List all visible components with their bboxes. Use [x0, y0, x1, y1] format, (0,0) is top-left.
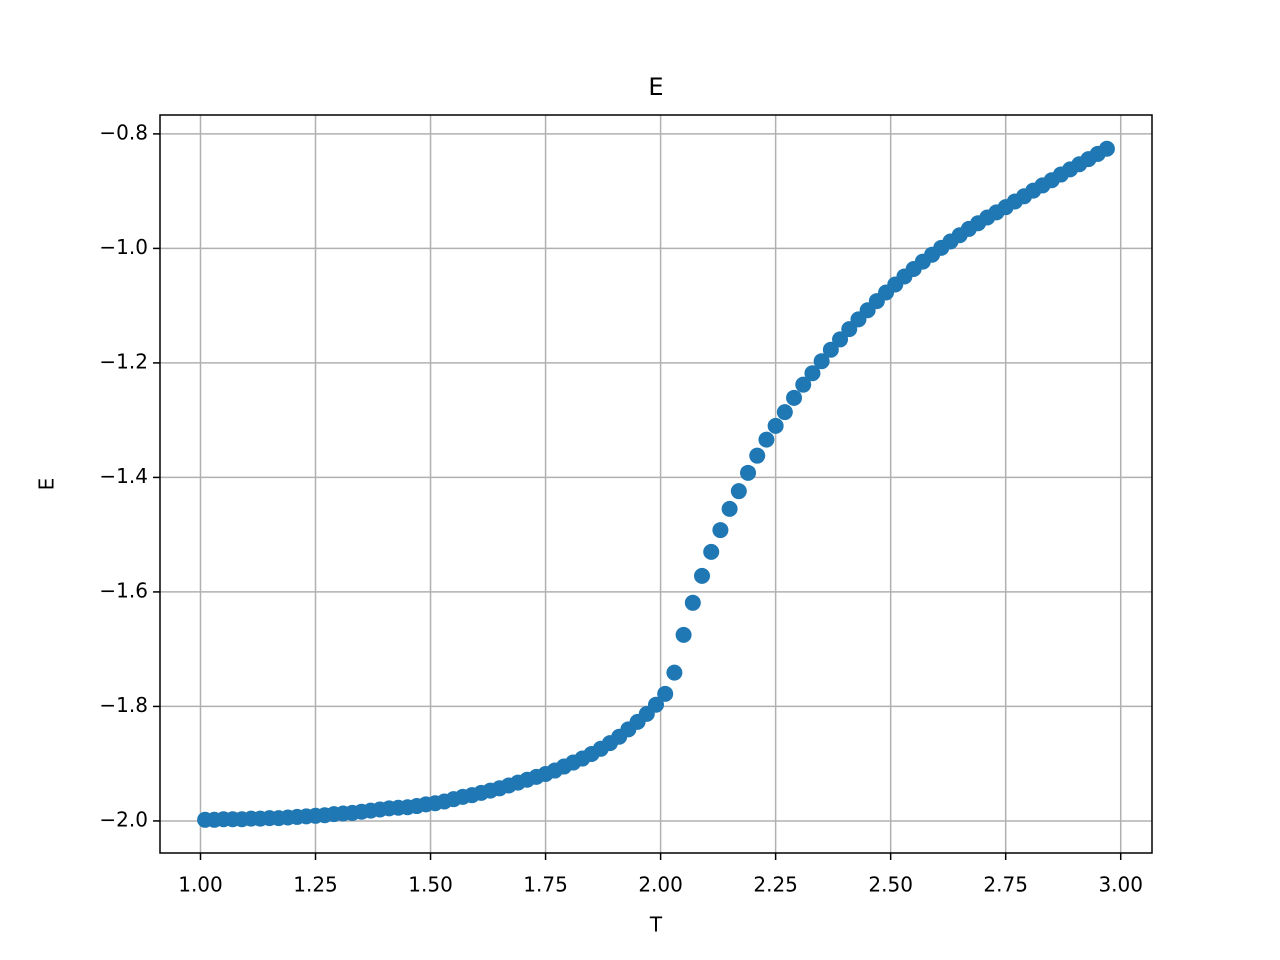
- y-tick-label: −0.8: [99, 120, 148, 144]
- x-tick-label: 1.25: [293, 873, 338, 897]
- data-point: [703, 543, 720, 560]
- data-point: [694, 567, 711, 584]
- data-point: [740, 464, 757, 481]
- y-tick-label: −1.8: [99, 693, 148, 717]
- data-point: [795, 376, 812, 393]
- x-tick-label: 1.75: [523, 873, 568, 897]
- data-point: [813, 353, 830, 370]
- y-tick-label: −1.2: [99, 349, 148, 373]
- y-tick-label: −2.0: [99, 807, 148, 831]
- data-point: [749, 447, 766, 464]
- data-point: [721, 500, 738, 517]
- plot-frame: [159, 114, 1153, 854]
- x-tick-label: 2.00: [638, 873, 683, 897]
- data-point: [832, 331, 849, 348]
- x-tick-label: 1.50: [408, 873, 453, 897]
- x-tick-label: 2.25: [753, 873, 798, 897]
- data-point: [1098, 140, 1115, 157]
- data-point: [712, 522, 729, 539]
- x-tick-label: 2.50: [868, 873, 913, 897]
- data-point: [675, 626, 692, 643]
- x-tick-label: 3.00: [1098, 873, 1143, 897]
- y-tick-label: −1.4: [99, 464, 148, 488]
- data-point: [657, 685, 674, 702]
- data-point: [767, 417, 784, 434]
- data-point: [786, 389, 803, 406]
- data-point: [730, 483, 747, 500]
- data-point: [822, 341, 839, 358]
- x-tick-label: 2.75: [983, 873, 1028, 897]
- chart-title: E: [648, 73, 663, 101]
- y-tick-label: −1.0: [99, 235, 148, 259]
- data-point: [666, 664, 683, 681]
- x-tick-label: 1.00: [178, 873, 223, 897]
- data-point: [758, 431, 775, 448]
- data-point: [776, 404, 793, 421]
- x-axis-label: T: [649, 913, 663, 937]
- data-point: [804, 365, 821, 382]
- y-tick-label: −1.6: [99, 578, 148, 602]
- y-axis-label: E: [35, 478, 59, 491]
- data-point: [648, 696, 664, 713]
- data-point: [684, 594, 701, 611]
